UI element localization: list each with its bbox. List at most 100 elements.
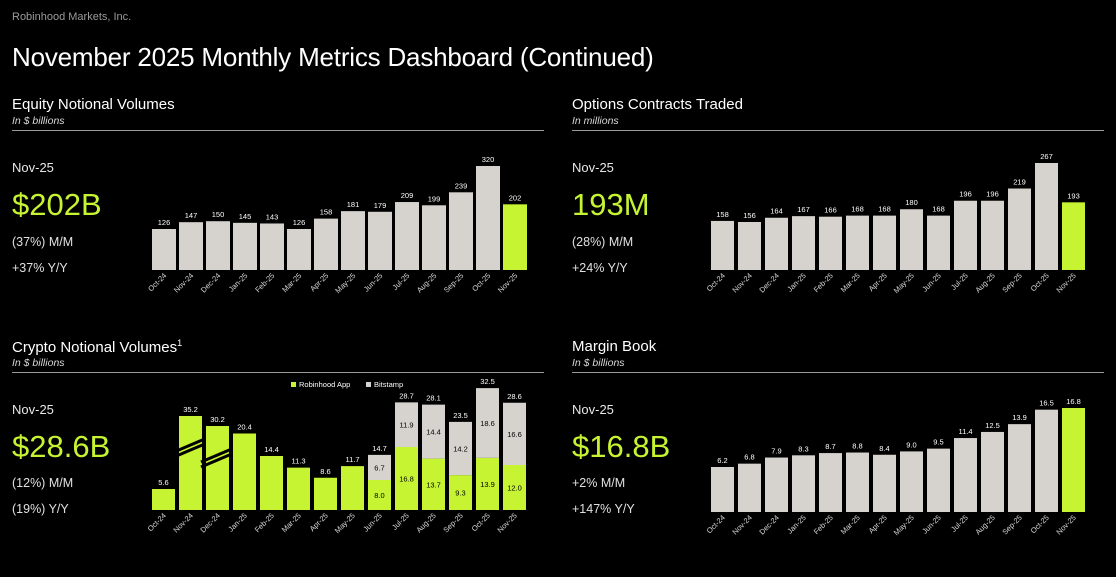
bar-bitstamp bbox=[476, 388, 499, 458]
x-tick-label: Mar-25 bbox=[280, 271, 303, 294]
x-tick-label: Sep-25 bbox=[1000, 271, 1023, 294]
bar bbox=[981, 431, 1004, 512]
bar bbox=[873, 215, 896, 270]
bar bbox=[314, 218, 338, 270]
panel-title: Crypto Notional Volumes1 bbox=[12, 338, 182, 356]
bar-value-label: 209 bbox=[401, 191, 414, 200]
segment-value-label: 14.2 bbox=[453, 445, 468, 454]
x-tick-label: Aug-25 bbox=[414, 511, 437, 534]
bar bbox=[954, 200, 977, 270]
bar bbox=[368, 211, 392, 270]
x-tick-label: Jan-25 bbox=[785, 271, 808, 294]
bar bbox=[711, 467, 734, 512]
segment-value-label: 16.8 bbox=[399, 475, 414, 484]
crypto-panel: Crypto Notional Volumes1 In $ billions N… bbox=[12, 338, 544, 574]
x-tick-label: May-25 bbox=[333, 511, 357, 535]
x-tick-label: Nov-24 bbox=[730, 271, 753, 294]
bar-value-label: 239 bbox=[455, 181, 468, 190]
stat-mom: (37%) M/M bbox=[12, 235, 74, 249]
bar-value-label: 6.8 bbox=[744, 453, 754, 462]
bar bbox=[927, 448, 950, 512]
x-tick-label: Dec-24 bbox=[198, 511, 221, 534]
bar bbox=[341, 211, 365, 270]
x-tick-label: Jun-25 bbox=[361, 511, 384, 534]
bar bbox=[179, 222, 203, 270]
bar bbox=[846, 215, 869, 270]
stat-yoy: (19%) Y/Y bbox=[12, 502, 69, 516]
x-tick-label: May-25 bbox=[333, 271, 357, 295]
bar-value-label: 8.8 bbox=[852, 442, 862, 451]
bar-value-label: 156 bbox=[743, 211, 756, 220]
bar-robinhood-app bbox=[341, 466, 364, 510]
bar bbox=[765, 217, 788, 270]
equity-panel: Equity Notional Volumes In $ billions No… bbox=[12, 96, 544, 332]
bar bbox=[846, 452, 869, 512]
x-tick-label: Feb-25 bbox=[253, 511, 276, 534]
bar-value-label: 7.9 bbox=[771, 447, 781, 456]
bar-total-label: 32.5 bbox=[480, 377, 495, 386]
bar-value-label: 320 bbox=[482, 155, 495, 164]
bar bbox=[765, 457, 788, 512]
panel-unit: In $ billions bbox=[12, 357, 65, 369]
panel-title: Equity Notional Volumes bbox=[12, 96, 175, 113]
x-tick-label: Oct-24 bbox=[146, 511, 168, 533]
x-tick-label: Nov-24 bbox=[730, 513, 753, 536]
x-tick-label: Oct-25 bbox=[470, 511, 492, 533]
x-tick-label: Nov-25 bbox=[496, 271, 519, 294]
axis-break-mark bbox=[200, 446, 235, 464]
bar bbox=[819, 453, 842, 512]
bar bbox=[900, 209, 923, 270]
panel-title: Margin Book bbox=[572, 338, 656, 355]
bar bbox=[711, 220, 734, 270]
x-tick-label: Feb-25 bbox=[253, 271, 276, 294]
bar-total-label: 30.2 bbox=[210, 415, 225, 424]
bar-value-label: 219 bbox=[1013, 178, 1026, 187]
x-tick-label: Oct-25 bbox=[1029, 271, 1051, 293]
bar-total-label: 8.6 bbox=[320, 467, 330, 476]
bar-value-label: 6.2 bbox=[717, 456, 727, 465]
x-tick-label: Nov-25 bbox=[1054, 271, 1077, 294]
bar bbox=[287, 229, 311, 270]
bar-robinhood-app bbox=[152, 489, 175, 510]
segment-value-label: 18.6 bbox=[480, 419, 495, 428]
bar bbox=[206, 221, 230, 270]
bar-value-label: 126 bbox=[293, 218, 306, 227]
divider bbox=[572, 130, 1104, 131]
panel-title-text: Equity Notional Volumes bbox=[12, 96, 175, 113]
x-tick-label: Jul-25 bbox=[390, 511, 411, 532]
bar-total-label: 28.7 bbox=[399, 391, 414, 400]
x-tick-label: Feb-25 bbox=[812, 513, 835, 536]
bar-value-label: 267 bbox=[1040, 152, 1053, 161]
bar bbox=[449, 192, 473, 270]
stat-value: 193M bbox=[572, 187, 650, 222]
bar bbox=[476, 166, 500, 270]
bar-value-label: 12.5 bbox=[985, 421, 1000, 430]
x-tick-label: May-25 bbox=[892, 271, 916, 295]
bar-value-label: 196 bbox=[959, 190, 972, 199]
bar bbox=[738, 463, 761, 512]
bar-bitstamp bbox=[368, 454, 391, 480]
footnote-marker: 1 bbox=[177, 338, 183, 348]
segment-value-label: 13.9 bbox=[480, 480, 495, 489]
bar-value-label: 202 bbox=[509, 193, 522, 202]
segment-value-label: 12.0 bbox=[507, 484, 522, 493]
page-title: November 2025 Monthly Metrics Dashboard … bbox=[12, 42, 654, 72]
x-tick-label: Aug-25 bbox=[973, 271, 996, 294]
segment-value-label: 14.4 bbox=[426, 428, 441, 437]
bar-total-label: 14.4 bbox=[264, 445, 279, 454]
bar-value-label: 147 bbox=[185, 211, 198, 220]
bar bbox=[873, 454, 896, 512]
bar-value-label: 8.7 bbox=[825, 442, 835, 451]
x-tick-label: Sep-25 bbox=[442, 271, 465, 294]
bar-value-label: 158 bbox=[716, 210, 729, 219]
panel-unit: In $ billions bbox=[12, 115, 65, 127]
stat-yoy: +37% Y/Y bbox=[12, 261, 68, 275]
bar-value-label: 193 bbox=[1067, 191, 1080, 200]
bar-value-label: 8.3 bbox=[798, 444, 808, 453]
stat-value: $16.8B bbox=[572, 429, 671, 464]
bar-robinhood-app bbox=[287, 467, 310, 510]
bar-value-label: 166 bbox=[824, 206, 837, 215]
stat-mom: (28%) M/M bbox=[572, 235, 634, 249]
bar bbox=[981, 200, 1004, 270]
bar-value-label: 164 bbox=[770, 207, 783, 216]
